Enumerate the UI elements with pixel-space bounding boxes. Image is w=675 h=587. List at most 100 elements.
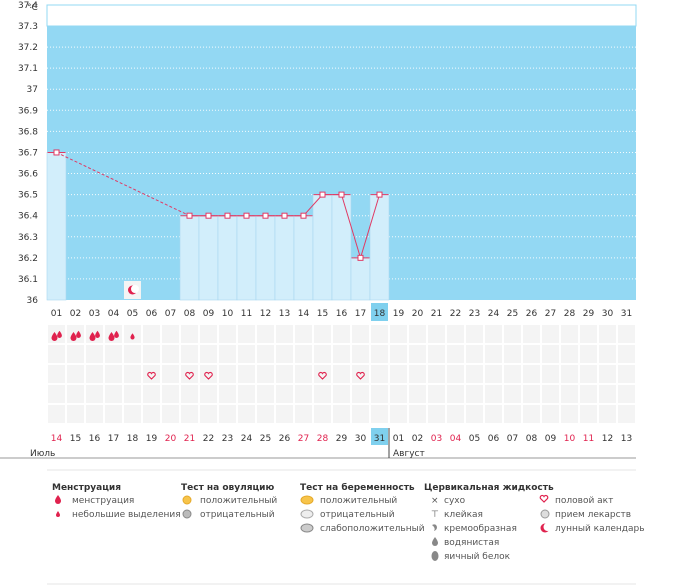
y-tick-label: 37.3 bbox=[18, 22, 38, 32]
calendar-date-label: 09 bbox=[545, 434, 557, 444]
symbol-cell bbox=[371, 365, 388, 383]
symbol-cell bbox=[371, 325, 388, 343]
legend-cervical-dry: сухо bbox=[444, 496, 466, 506]
symbol-cell bbox=[48, 345, 65, 363]
legend-moon: лунный календарь bbox=[555, 524, 645, 534]
legend-cervical-eggwhite: яичный белок bbox=[444, 552, 511, 562]
symbol-cell bbox=[580, 325, 597, 343]
symbol-cell bbox=[219, 325, 236, 343]
data-point bbox=[319, 191, 326, 198]
symbol-cell bbox=[124, 405, 141, 423]
symbol-cell bbox=[542, 385, 559, 403]
symbol-cell bbox=[276, 365, 293, 383]
day-tick-label: 15 bbox=[317, 309, 328, 319]
y-tick-label: 37.4 bbox=[18, 1, 38, 11]
intercourse-icon bbox=[318, 371, 327, 380]
day-tick-label: 11 bbox=[241, 309, 252, 319]
symbol-cell bbox=[352, 385, 369, 403]
symbol-cell bbox=[542, 325, 559, 343]
line-segment bbox=[303, 194, 323, 217]
symbol-markers bbox=[51, 281, 365, 380]
symbol-cell bbox=[599, 325, 616, 343]
symbol-cell bbox=[485, 345, 502, 363]
moon-icon-cutout bbox=[131, 285, 139, 293]
current-date-highlight bbox=[371, 428, 388, 445]
symbol-cell bbox=[105, 405, 122, 423]
symbol-cell bbox=[618, 405, 635, 423]
legend-spotting-item: небольшие выделения bbox=[72, 510, 181, 520]
symbol-cell bbox=[276, 405, 293, 423]
legend-pregnancy-negative: отрицательный bbox=[320, 510, 395, 520]
legend: Менструация менструация небольшие выделе… bbox=[52, 482, 645, 562]
symbol-cell bbox=[504, 385, 521, 403]
symbol-cell bbox=[390, 325, 407, 343]
symbol-cell bbox=[162, 325, 179, 343]
symbol-cell bbox=[447, 325, 464, 343]
symbol-cell bbox=[314, 405, 331, 423]
symbol-cell bbox=[409, 345, 426, 363]
symbol-cell bbox=[542, 345, 559, 363]
y-tick-label: 36.5 bbox=[18, 191, 38, 201]
calendar-date-label: 26 bbox=[279, 434, 291, 444]
y-tick-label: 36.9 bbox=[18, 106, 38, 116]
symbol-cell bbox=[447, 385, 464, 403]
day-tick-label: 28 bbox=[564, 309, 576, 319]
symbol-cell bbox=[276, 345, 293, 363]
symbol-cell bbox=[238, 365, 255, 383]
cycle-day-axis: 01 02 03 04 05 06 07 08 09 10 11 12 13 14 15 16 17 18 19 20… bbox=[51, 303, 632, 321]
symbol-cell bbox=[523, 365, 540, 383]
symbol-cell bbox=[200, 345, 217, 363]
symbol-cell bbox=[67, 345, 84, 363]
symbol-cell bbox=[523, 345, 540, 363]
plot-header-frame bbox=[46, 4, 637, 27]
symbol-cell bbox=[238, 325, 255, 343]
symbol-cell bbox=[466, 405, 483, 423]
calendar-date-label: 25 bbox=[260, 434, 271, 444]
day-tick-label: 30 bbox=[602, 309, 614, 319]
day-tick-label: 31 bbox=[621, 309, 632, 319]
symbol-cell bbox=[105, 345, 122, 363]
symbol-cell bbox=[124, 345, 141, 363]
symbol-cell bbox=[390, 345, 407, 363]
symbol-cell bbox=[67, 325, 84, 343]
symbol-cell bbox=[181, 345, 198, 363]
day-tick-label: 26 bbox=[526, 309, 538, 319]
legend-cervical-watery: водянистая bbox=[444, 538, 499, 548]
intercourse-icon bbox=[147, 371, 156, 380]
symbol-cell bbox=[86, 365, 103, 383]
symbol-cell bbox=[276, 385, 293, 403]
legend-menstruation-item: менструация bbox=[72, 496, 134, 506]
symbol-cell bbox=[295, 325, 312, 343]
y-tick-label: 36.8 bbox=[18, 127, 38, 137]
calendar-date-label: 22 bbox=[203, 434, 214, 444]
symbol-cell bbox=[371, 385, 388, 403]
day-tick-label: 19 bbox=[393, 309, 405, 319]
symbol-cell bbox=[466, 365, 483, 383]
symbol-cell bbox=[295, 345, 312, 363]
calendar-date-label: 01 bbox=[393, 434, 404, 444]
data-point bbox=[281, 212, 288, 219]
symbol-cell bbox=[238, 385, 255, 403]
calendar-date-label: 15 bbox=[70, 434, 81, 444]
temperature-bar bbox=[255, 215, 276, 301]
data-point bbox=[300, 212, 307, 219]
symbol-cell bbox=[542, 405, 559, 423]
line-segment bbox=[56, 152, 190, 217]
symbol-cell bbox=[371, 405, 388, 423]
legend-pregnancy-positive: положительный bbox=[320, 496, 397, 506]
day-tick-label: 17 bbox=[355, 309, 366, 319]
calendar-date-label: 06 bbox=[488, 434, 500, 444]
symbol-cell bbox=[238, 405, 255, 423]
legend-cervical-title: Цервикальная жидкость bbox=[424, 483, 554, 493]
y-tick-label: 36.4 bbox=[18, 212, 38, 222]
symbol-cell bbox=[86, 405, 103, 423]
calendar-date-label: 10 bbox=[564, 434, 576, 444]
day-tick-label: 27 bbox=[545, 309, 556, 319]
medication-icon bbox=[540, 509, 550, 519]
symbol-cell bbox=[67, 385, 84, 403]
symbol-cell bbox=[618, 385, 635, 403]
data-point bbox=[53, 149, 60, 156]
legend-pregnancy-title: Тест на беременность bbox=[300, 482, 415, 493]
y-axis-unit: °C bbox=[27, 3, 38, 13]
